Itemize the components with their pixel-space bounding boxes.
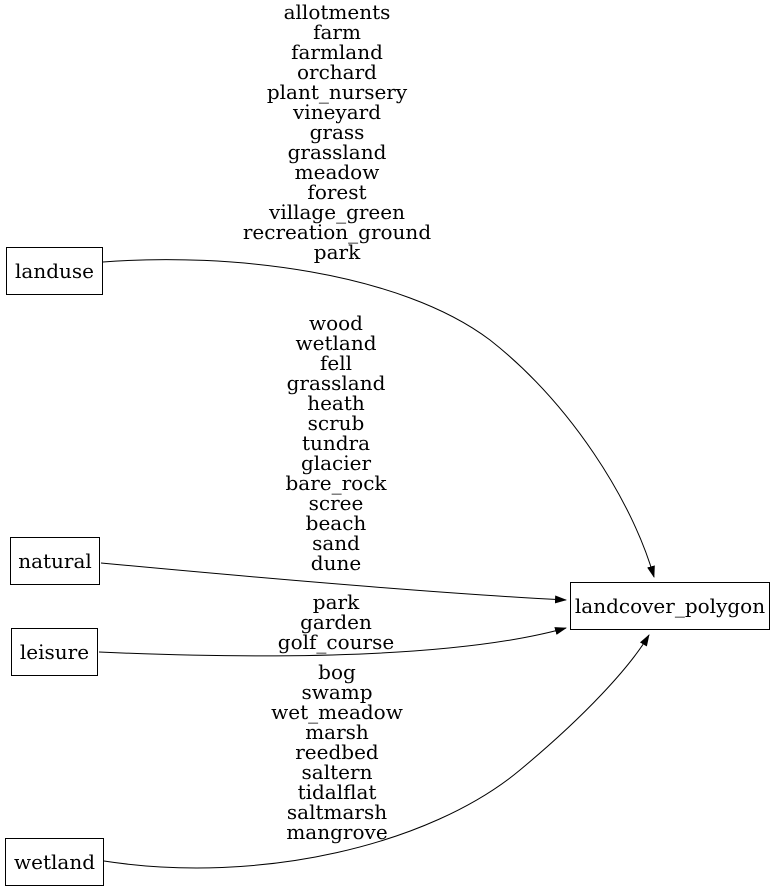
- edge-label-natural-values: wood wetland fell grassland heath scrub …: [285, 311, 387, 575]
- node-landuse-label: landuse: [15, 259, 94, 283]
- node-landuse: landuse: [6, 247, 103, 295]
- edge-label-landuse-values: allotments farm farmland orchard plant_n…: [242, 0, 432, 264]
- node-leisure: leisure: [11, 628, 98, 676]
- node-natural: natural: [10, 537, 100, 585]
- edge-leisure-to-landcover: [98, 627, 567, 657]
- edge-wetland-to-landcover: [103, 634, 650, 869]
- node-leisure-label: leisure: [19, 640, 90, 664]
- node-wetland-label: wetland: [14, 850, 95, 874]
- node-landcover-polygon-label: landcover_polygon: [574, 594, 766, 618]
- node-landcover-polygon: landcover_polygon: [570, 582, 770, 630]
- edge-natural-to-landcover: [100, 562, 567, 604]
- edge-label-wetland-values: bog swamp wet_meadow marsh reedbed salte…: [271, 660, 403, 844]
- node-natural-label: natural: [18, 549, 92, 573]
- edge-label-leisure-values: park garden golf_course: [277, 590, 395, 654]
- edge-landuse-to-landcover: [102, 259, 655, 578]
- node-wetland: wetland: [5, 838, 104, 886]
